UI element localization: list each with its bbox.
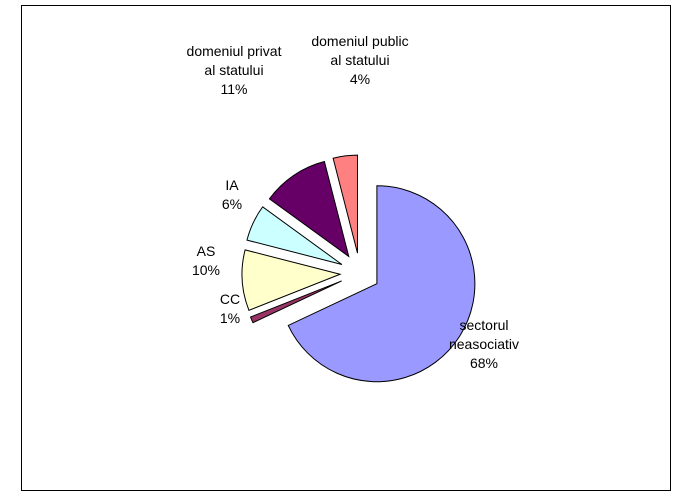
- slice-label-text: IA: [222, 176, 242, 195]
- slice-label-text: domeniul privat: [187, 42, 282, 61]
- slice-label-text: sectorul: [449, 316, 519, 335]
- slice-label-3: IA 6%: [222, 176, 242, 214]
- slice-label-text: al statului: [187, 61, 282, 80]
- slice-label-text: al statului: [311, 51, 408, 70]
- slice-percent: 4%: [311, 70, 408, 89]
- slice-percent: 6%: [222, 195, 242, 214]
- slice-label-2: AS 10%: [192, 242, 220, 280]
- slice-label-5: domeniul public al statului 4%: [311, 32, 408, 89]
- slice-label-text: neasociativ: [449, 335, 519, 354]
- slice-label-text: AS: [192, 242, 220, 261]
- slice-label-text: CC: [220, 290, 240, 309]
- slice-percent: 68%: [449, 354, 519, 373]
- slice-percent: 1%: [220, 309, 240, 328]
- slice-label-4: domeniul privat al statului 11%: [187, 42, 282, 99]
- chart-area: sectorul neasociativ 68% CC 1% AS 10% IA 6% domen…: [21, 5, 671, 491]
- slice-percent: 11%: [187, 80, 282, 99]
- slice-percent: 10%: [192, 261, 220, 280]
- slice-label-text: domeniul public: [311, 32, 408, 51]
- slice-label-1: CC 1%: [220, 290, 240, 328]
- slice-label-0: sectorul neasociativ 68%: [449, 316, 519, 373]
